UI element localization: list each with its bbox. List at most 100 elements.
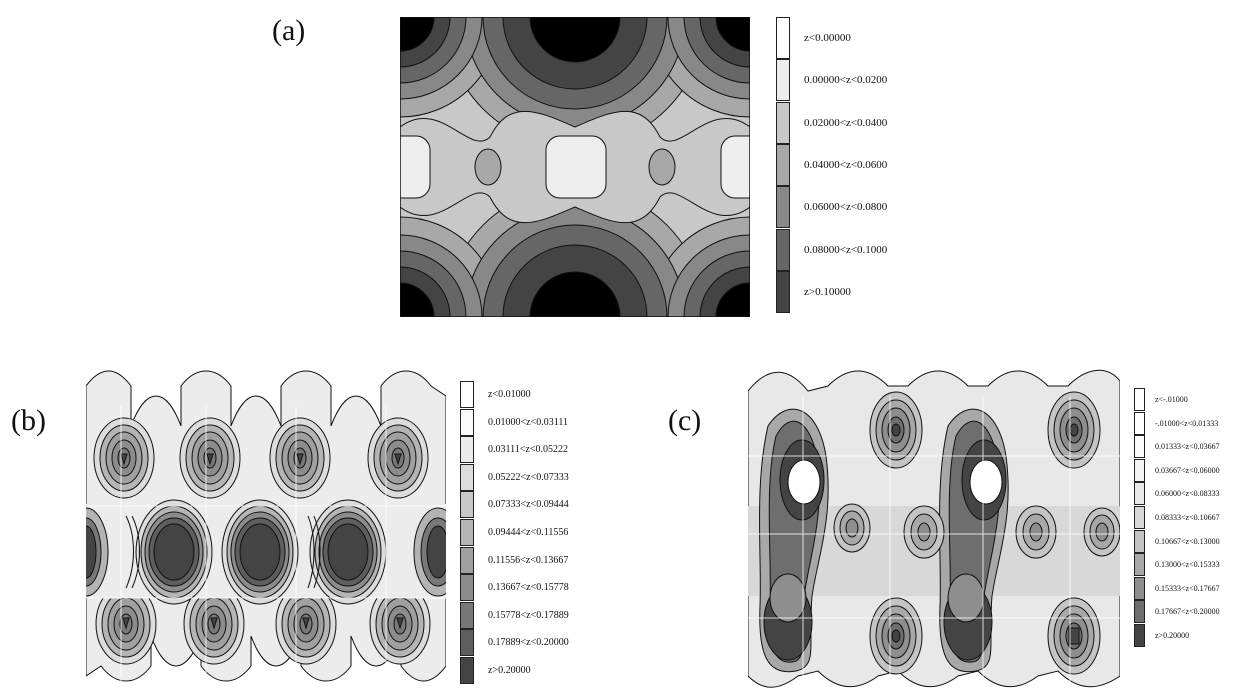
panel-a-label: (a) <box>272 14 306 47</box>
panel-c-legend-label: 0.06000<z<0.08333 <box>1155 489 1220 499</box>
panel-a-legend-item: 0.04000<z<0.0600 <box>776 143 888 186</box>
panel-b-legend-label: z>0.20000 <box>488 665 531 676</box>
panel-c-legend-item: 0.06000<z<0.08333 <box>1134 482 1220 506</box>
panel-c-small-peaks <box>833 391 1120 675</box>
panel-b-legend-item: z<0.01000 <box>460 381 531 408</box>
panel-b-legend-swatch <box>460 436 474 464</box>
panel-b-legend-label: z<0.01000 <box>488 389 531 400</box>
panel-b-legend-swatch <box>460 657 474 684</box>
panel-b-legend-item: 0.05222<z<0.07333 <box>460 463 569 491</box>
panel-c-legend-label: 0.13000<z<0.15333 <box>1155 560 1220 570</box>
panel-a-legend-item: 0.08000<z<0.1000 <box>776 228 888 271</box>
panel-b-legend-item: 0.17889<z<0.20000 <box>460 629 569 657</box>
panel-a-legend-item: z<0.00000 <box>776 17 851 59</box>
panel-c-legend-label: z>0.20000 <box>1155 631 1190 640</box>
panel-b-legend-label: 0.15778<z<0.17889 <box>488 609 569 621</box>
panel-a-legend-label: 0.04000<z<0.0600 <box>804 158 888 171</box>
panel-b-label: (b) <box>11 404 46 437</box>
panel-b-legend-swatch <box>460 519 474 546</box>
panel-b-upper-peaks <box>93 417 429 499</box>
panel-a-legend-swatch <box>776 101 790 144</box>
panel-c-legend-label: 0.01333<z<0.03667 <box>1155 442 1220 452</box>
panel-c-legend-item: 0.10667<z<0.13000 <box>1134 529 1220 553</box>
panel-b-legend-item: 0.11556<z<0.13667 <box>460 546 569 574</box>
panel-c-legend-swatch <box>1134 435 1145 459</box>
panel-a-legend-label: 0.06000<z<0.0800 <box>804 201 888 214</box>
panel-b-legend-swatch <box>460 574 474 602</box>
panel-b-legend-label: 0.13667<z<0.15778 <box>488 582 569 594</box>
panel-a-legend-swatch <box>776 143 790 186</box>
panel-b-contour-plot <box>86 370 446 686</box>
panel-a-legend-swatch <box>776 270 790 313</box>
panel-a-legend-item: 0.06000<z<0.0800 <box>776 186 888 229</box>
panel-b-legend-label: 0.01000<z<0.03111 <box>488 416 568 428</box>
panel-b-legend-swatch <box>460 629 474 657</box>
panel-c-legend-swatch <box>1134 576 1145 600</box>
panel-a-legend-swatch <box>776 17 790 59</box>
panel-b-legend-label: 0.11556<z<0.13667 <box>488 554 569 566</box>
panel-b-lower-peaks <box>95 583 431 665</box>
panel-b-legend-label: 0.07333<z<0.09444 <box>488 499 569 511</box>
panel-c-legend-label: 0.08333<z<0.10667 <box>1155 513 1220 522</box>
panel-c-legend-item: 0.17667<z<0.20000 <box>1134 600 1220 624</box>
panel-a-legend-swatch <box>776 186 790 229</box>
panel-b-middle-peaks <box>86 499 446 605</box>
panel-b-legend-item: 0.15778<z<0.17889 <box>460 601 569 629</box>
panel-c-legend-swatch <box>1134 388 1145 411</box>
panel-a-legend-swatch <box>776 228 790 271</box>
panel-c-legend-item: 0.15333<z<0.17667 <box>1134 576 1220 600</box>
panel-b-legend-item: 0.07333<z<0.09444 <box>460 491 569 519</box>
panel-c-legend-label: 0.17667<z<0.20000 <box>1155 607 1220 617</box>
panel-b-legend-swatch <box>460 381 474 408</box>
panel-b-legend-item: 0.03111<z<0.05222 <box>460 436 568 464</box>
panel-c-legend-label: z<-.01000 <box>1155 395 1188 404</box>
panel-c-legend-swatch <box>1134 624 1145 647</box>
panel-b-legend-swatch <box>460 491 474 519</box>
panel-a-central-band <box>400 110 750 224</box>
panel-c-right-column <box>939 408 1009 673</box>
panel-c-legend-swatch <box>1134 553 1145 577</box>
panel-b-legend-item: 0.09444<z<0.11556 <box>460 519 568 546</box>
panel-b-legend-item: 0.13667<z<0.15778 <box>460 574 569 602</box>
panel-c-legend-swatch <box>1134 482 1145 506</box>
panel-c-legend-label: 0.03667<z<0.06000 <box>1155 465 1220 475</box>
panel-b-legend-item: 0.01000<z<0.03111 <box>460 408 568 436</box>
panel-b-legend: z<0.01000 0.01000<z<0.03111 0.03111<z<0.05… <box>460 381 620 691</box>
panel-b-legend-label: 0.17889<z<0.20000 <box>488 637 569 649</box>
panel-b-legend-item: z>0.20000 <box>460 657 531 684</box>
panel-b-legend-swatch <box>460 408 474 436</box>
panel-a-legend-label: z>0.10000 <box>804 285 851 298</box>
panel-b-legend-swatch <box>460 601 474 629</box>
panel-c-legend-label: 0.10667<z<0.13000 <box>1155 536 1220 546</box>
panel-c-legend-item: z>0.20000 <box>1134 624 1189 647</box>
panel-c-legend-label: -.01000<z<0.01333 <box>1155 418 1219 428</box>
panel-c-legend: z<-.01000 -.01000<z<0.01333 0.01333<z<0.03… <box>1134 388 1234 688</box>
panel-a-legend-item: 0.00000<z<0.0200 <box>776 59 888 102</box>
panel-a-legend-label: 0.02000<z<0.0400 <box>804 116 888 129</box>
panel-b-legend-label: 0.09444<z<0.11556 <box>488 527 569 538</box>
panel-c-left-column <box>759 408 829 673</box>
panel-c-legend-swatch <box>1134 600 1145 624</box>
panel-c-legend-item: 0.01333<z<0.03667 <box>1134 435 1220 459</box>
panel-a-legend-label: z<0.00000 <box>804 32 851 44</box>
panel-b-legend-label: 0.05222<z<0.07333 <box>488 471 569 483</box>
panel-a-legend-label: 0.00000<z<0.0200 <box>804 74 888 87</box>
panel-b-legend-swatch <box>460 463 474 491</box>
panel-c-legend-item: z<-.01000 <box>1134 388 1188 411</box>
panel-a-legend-item: 0.02000<z<0.0400 <box>776 101 888 144</box>
panel-a-contour-plot <box>400 17 750 317</box>
panel-a-legend-swatch <box>776 59 790 102</box>
panel-c-legend-swatch <box>1134 411 1145 435</box>
panel-b-legend-swatch <box>460 546 474 574</box>
panel-c-legend-swatch <box>1134 529 1145 553</box>
panel-c-legend-label: 0.15333<z<0.17667 <box>1155 583 1220 593</box>
panel-c-legend-item: 0.13000<z<0.15333 <box>1134 553 1220 577</box>
panel-c-legend-swatch <box>1134 458 1145 482</box>
panel-c-contour-plot <box>748 369 1120 688</box>
panel-c-label: (c) <box>668 404 702 437</box>
panel-a-legend-label: 0.08000<z<0.1000 <box>804 243 888 256</box>
panel-c-legend-item: -.01000<z<0.01333 <box>1134 411 1219 435</box>
panel-c-legend-swatch <box>1134 506 1145 529</box>
panel-c-legend-item: 0.03667<z<0.06000 <box>1134 458 1220 482</box>
panel-a-legend: z<0.00000 0.00000<z<0.0200 0.02000<z<0.040… <box>776 17 916 315</box>
